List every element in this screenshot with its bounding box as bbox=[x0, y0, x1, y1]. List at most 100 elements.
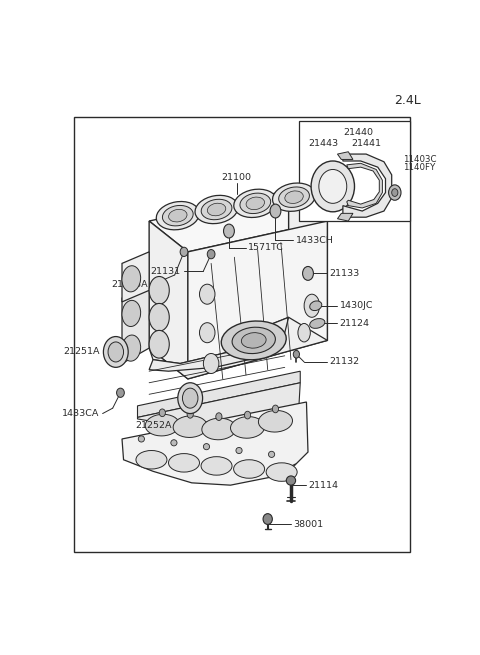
Ellipse shape bbox=[207, 250, 215, 259]
Text: 21132: 21132 bbox=[330, 358, 360, 366]
Ellipse shape bbox=[195, 195, 238, 223]
Polygon shape bbox=[137, 383, 300, 434]
Ellipse shape bbox=[234, 460, 264, 478]
Ellipse shape bbox=[159, 409, 166, 417]
Ellipse shape bbox=[389, 185, 401, 200]
Ellipse shape bbox=[200, 323, 215, 343]
Polygon shape bbox=[149, 190, 327, 252]
Text: 21124: 21124 bbox=[340, 319, 370, 328]
Ellipse shape bbox=[246, 197, 264, 210]
Polygon shape bbox=[188, 221, 327, 379]
Text: 21114: 21114 bbox=[309, 481, 339, 490]
Ellipse shape bbox=[207, 203, 226, 215]
Ellipse shape bbox=[171, 440, 177, 446]
Text: 2.4L: 2.4L bbox=[394, 94, 420, 107]
Ellipse shape bbox=[244, 411, 251, 419]
Ellipse shape bbox=[149, 276, 169, 304]
Ellipse shape bbox=[103, 337, 128, 367]
Ellipse shape bbox=[168, 210, 187, 222]
Ellipse shape bbox=[224, 224, 234, 238]
Ellipse shape bbox=[117, 388, 124, 398]
Ellipse shape bbox=[234, 189, 277, 217]
Polygon shape bbox=[288, 190, 327, 341]
Ellipse shape bbox=[221, 321, 286, 360]
Text: 21252A: 21252A bbox=[135, 421, 172, 430]
Ellipse shape bbox=[122, 301, 141, 326]
Polygon shape bbox=[122, 252, 149, 302]
Ellipse shape bbox=[263, 514, 272, 525]
Ellipse shape bbox=[319, 170, 347, 203]
Ellipse shape bbox=[201, 457, 232, 475]
Ellipse shape bbox=[168, 454, 200, 472]
Ellipse shape bbox=[187, 411, 193, 418]
Ellipse shape bbox=[173, 416, 207, 438]
Ellipse shape bbox=[138, 436, 144, 442]
Ellipse shape bbox=[204, 354, 219, 373]
Polygon shape bbox=[122, 402, 308, 485]
Ellipse shape bbox=[270, 204, 281, 218]
Ellipse shape bbox=[216, 413, 222, 421]
Text: 1433CH: 1433CH bbox=[296, 236, 334, 245]
Polygon shape bbox=[337, 152, 353, 159]
Ellipse shape bbox=[136, 451, 167, 469]
Polygon shape bbox=[137, 371, 300, 417]
Polygon shape bbox=[347, 163, 383, 208]
Polygon shape bbox=[299, 121, 410, 221]
Ellipse shape bbox=[232, 328, 276, 354]
Ellipse shape bbox=[240, 193, 271, 214]
Polygon shape bbox=[149, 317, 327, 379]
Ellipse shape bbox=[298, 324, 311, 342]
Text: 21441: 21441 bbox=[351, 139, 381, 148]
Ellipse shape bbox=[258, 411, 292, 432]
Polygon shape bbox=[122, 286, 149, 364]
Ellipse shape bbox=[145, 415, 180, 436]
Text: 21133: 21133 bbox=[330, 269, 360, 278]
Text: 38001: 38001 bbox=[293, 520, 324, 529]
Ellipse shape bbox=[285, 191, 303, 204]
Text: 21440: 21440 bbox=[343, 128, 373, 137]
Ellipse shape bbox=[162, 206, 193, 226]
Ellipse shape bbox=[122, 266, 141, 292]
Text: 21100: 21100 bbox=[222, 173, 252, 181]
Text: 1433CA: 1433CA bbox=[62, 409, 99, 418]
Ellipse shape bbox=[268, 451, 275, 457]
Ellipse shape bbox=[311, 161, 355, 212]
Ellipse shape bbox=[180, 247, 188, 257]
Ellipse shape bbox=[178, 383, 203, 413]
Ellipse shape bbox=[149, 330, 169, 358]
Ellipse shape bbox=[204, 443, 210, 450]
Text: 11403C: 11403C bbox=[403, 155, 437, 164]
Ellipse shape bbox=[200, 284, 215, 304]
Polygon shape bbox=[149, 221, 188, 379]
Polygon shape bbox=[337, 214, 353, 221]
Ellipse shape bbox=[310, 301, 322, 310]
Ellipse shape bbox=[182, 388, 198, 408]
Ellipse shape bbox=[122, 335, 141, 361]
Text: 1140FY: 1140FY bbox=[403, 162, 435, 172]
Text: 21443: 21443 bbox=[309, 139, 338, 148]
Ellipse shape bbox=[202, 418, 236, 440]
Text: 1430JC: 1430JC bbox=[340, 301, 373, 310]
Ellipse shape bbox=[279, 187, 310, 208]
Ellipse shape bbox=[266, 463, 297, 481]
Polygon shape bbox=[343, 154, 392, 217]
Ellipse shape bbox=[286, 476, 296, 485]
Text: 21131: 21131 bbox=[151, 267, 181, 276]
Polygon shape bbox=[149, 317, 288, 371]
Ellipse shape bbox=[241, 333, 266, 348]
Ellipse shape bbox=[230, 417, 264, 438]
Ellipse shape bbox=[272, 405, 278, 413]
Ellipse shape bbox=[201, 199, 232, 219]
Ellipse shape bbox=[310, 318, 325, 328]
Ellipse shape bbox=[236, 447, 242, 454]
Ellipse shape bbox=[302, 267, 313, 280]
Ellipse shape bbox=[293, 350, 300, 358]
Ellipse shape bbox=[156, 202, 199, 230]
Ellipse shape bbox=[392, 189, 398, 196]
Text: 21253A: 21253A bbox=[112, 280, 148, 290]
Text: 21251A: 21251A bbox=[63, 347, 99, 356]
Ellipse shape bbox=[273, 183, 315, 212]
Ellipse shape bbox=[108, 342, 123, 362]
Text: 1571TC: 1571TC bbox=[248, 244, 284, 252]
Ellipse shape bbox=[149, 303, 169, 331]
